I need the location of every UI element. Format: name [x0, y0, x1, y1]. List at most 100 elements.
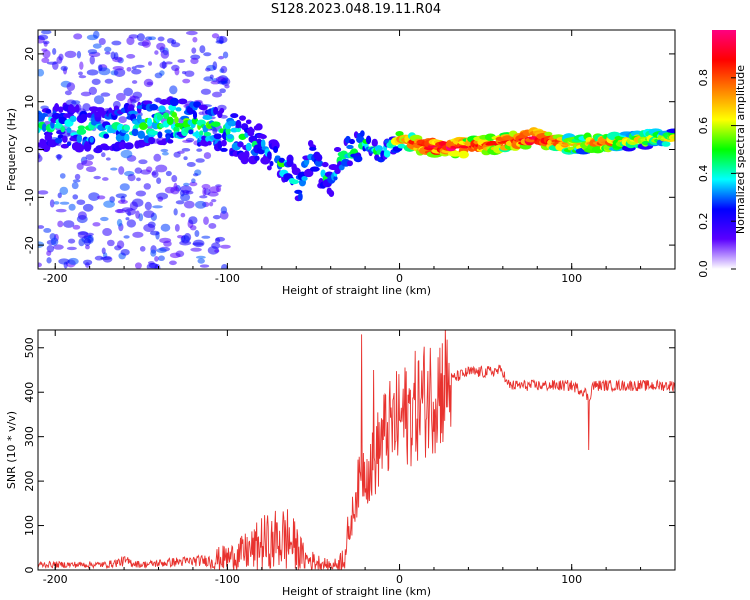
spectrogram-cell	[40, 113, 48, 118]
spectrogram-noise-cell	[214, 249, 220, 253]
spectrogram-cell	[243, 150, 250, 159]
spectrogram-cell	[166, 116, 174, 125]
spectrogram-noise-cell	[156, 248, 167, 253]
spectrogram-noise-cell	[104, 46, 112, 53]
spectrogram-cell	[199, 130, 204, 136]
spectrogram-noise-cell	[56, 154, 62, 161]
spectrogram-cell	[83, 143, 92, 152]
spectrogram-cell	[193, 101, 202, 108]
spectrogram-noise-cell	[192, 239, 205, 248]
spectrogram-cell	[254, 155, 260, 161]
spectrogram-noise-cell	[169, 85, 178, 95]
bottom-xtick-label: 100	[561, 573, 582, 586]
spectrogram-noise-cell	[101, 247, 106, 255]
spectrogram-noise-cell	[135, 210, 140, 219]
spectrogram-noise-cell	[59, 201, 70, 205]
spectrogram-noise-cell	[94, 255, 104, 261]
spectrogram-noise-cell	[131, 68, 142, 75]
spectrogram-noise-cell	[143, 223, 156, 233]
spectrogram-noise-cell	[182, 78, 191, 84]
top-xtick-label: -200	[43, 272, 68, 285]
spectrogram-noise-cell	[72, 194, 79, 200]
spectrogram-noise-cell	[138, 159, 148, 165]
spectrogram-noise-cell	[102, 255, 113, 263]
spectrogram-cell	[157, 131, 163, 139]
spectrogram-cell	[666, 128, 675, 134]
spectrogram-cell	[334, 167, 341, 175]
spectrogram-noise-cell	[72, 224, 81, 230]
spectrogram-noise-cell	[157, 196, 164, 202]
spectrogram-noise-cell	[183, 182, 190, 187]
spectrogram-cell	[328, 189, 335, 197]
bottom-xtick-label: -100	[215, 573, 240, 586]
spectrogram-noise-cell	[211, 33, 220, 39]
spectrogram-noise-cell	[123, 235, 130, 239]
spectrogram-cell	[260, 139, 266, 149]
spectrogram-noise-cell	[41, 57, 50, 63]
spectrogram-noise-cell	[118, 116, 127, 124]
spectrogram-noise-cell	[183, 200, 195, 209]
spectrogram-cell	[333, 147, 342, 153]
spectrogram-cell	[156, 113, 164, 121]
spectrogram-cell	[174, 116, 179, 124]
spectrogram-noise-cell	[112, 65, 124, 71]
spectrogram-cell	[220, 147, 228, 152]
spectrogram-noise-cell	[103, 200, 115, 208]
spectrogram-noise-cell	[174, 223, 180, 232]
spectrogram-noise-cell	[80, 91, 92, 97]
spectrogram-noise-cell	[212, 61, 218, 71]
spectrogram-cell	[55, 137, 63, 144]
spectrogram-noise-cell	[185, 137, 195, 142]
spectrogram-noise-cell	[202, 187, 207, 196]
spectrogram-cell	[213, 106, 219, 115]
spectrogram-cell	[235, 119, 242, 129]
spectrogram-cell	[395, 130, 404, 137]
spectrogram-noise-cell	[115, 92, 126, 102]
spectrogram-noise-cell	[74, 173, 81, 180]
spectrogram-cell	[148, 136, 156, 145]
spectrogram-cell	[246, 127, 255, 134]
snr-chart: -200 -100 0 100 0 100 200 300 400 500 Height of st…	[5, 329, 676, 598]
spectrogram-noise-cell	[181, 71, 187, 75]
spectrogram-cell	[53, 103, 60, 112]
spectrogram-cell	[227, 120, 238, 127]
spectrogram-noise-cell	[217, 104, 227, 111]
spectrogram-noise-cell	[131, 66, 137, 70]
spectrogram-cell	[333, 175, 338, 181]
spectrogram-noise-cell	[154, 72, 163, 79]
spectrogram-cell	[45, 109, 52, 114]
spectrogram-noise-cell	[77, 231, 89, 239]
spectrogram-noise-cell	[100, 92, 111, 97]
spectrogram-cell	[194, 130, 200, 139]
spectrogram-cell	[175, 107, 182, 112]
spectrogram-noise-cell	[88, 192, 100, 201]
spectrogram-cell	[188, 129, 194, 135]
spectrogram-cell	[177, 98, 188, 105]
spectrogram-noise-cell	[135, 190, 147, 197]
spectrogram-noise-cell	[144, 201, 152, 211]
spectrogram-noise-cell	[46, 250, 52, 256]
spectrogram-noise-cell	[212, 214, 221, 220]
spectrogram-noise-cell	[89, 55, 95, 65]
spectrogram-cell	[139, 122, 148, 131]
spectrogram-cell	[354, 155, 363, 163]
spectrogram-blobs	[38, 30, 675, 269]
colorbar-tick-label: 0.6	[697, 117, 710, 135]
spectrogram-noise-cell	[141, 39, 151, 48]
spectrogram-cell	[271, 140, 280, 150]
spectrogram-noise-cell	[38, 68, 45, 77]
spectrogram-noise-cell	[211, 199, 217, 203]
spectrogram-noise-cell	[135, 64, 145, 68]
spectrogram-noise-cell	[123, 87, 133, 97]
bottom-ytick-label: 100	[23, 515, 36, 536]
spectrogram-noise-cell	[150, 249, 157, 257]
spectrogram-noise-cell	[38, 154, 43, 163]
spectrogram-noise-cell	[174, 67, 180, 76]
bottom-xtick-label: 0	[396, 573, 403, 586]
spectrogram-cell	[301, 175, 308, 181]
spectrogram-noise-cell	[224, 84, 230, 89]
spectrogram-noise-cell	[185, 30, 198, 36]
spectrogram-noise-cell	[216, 185, 222, 193]
spectrogram-noise-cell	[38, 225, 45, 229]
